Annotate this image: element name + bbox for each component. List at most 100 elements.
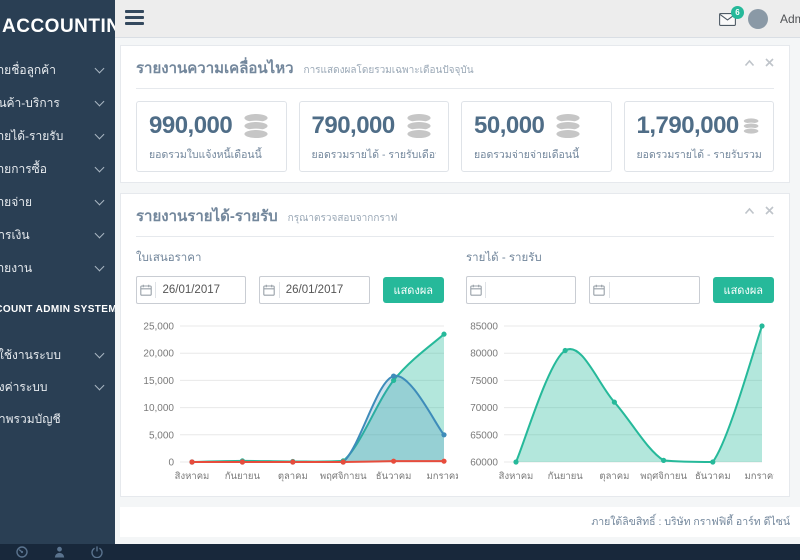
sidebar-item-customers[interactable]: รายชื่อลูกค้า bbox=[0, 52, 115, 85]
svg-text:พฤศจิกายน: พฤศจิกายน bbox=[640, 471, 687, 482]
close-icon[interactable] bbox=[765, 58, 774, 67]
sidebar-item-expenses[interactable]: รายจ่าย bbox=[0, 184, 115, 217]
stat-card-income-month: 790,000 ยอดรวมรายได้ - รายรับเดือนนี้ bbox=[298, 101, 449, 172]
sidebar-item-label: ผู้ใช้งานระบบ bbox=[0, 348, 61, 362]
copyright-text: ภายใต้ลิขสิทธิ์ : บริษัท กราฟฟิตี้ อาร์ท… bbox=[591, 516, 790, 528]
svg-text:ตุลาคม: ตุลาคม bbox=[278, 471, 308, 482]
income-show-button[interactable]: แสดงผล bbox=[712, 277, 775, 303]
sidebar-item-label: สินค้า-บริการ bbox=[0, 96, 60, 110]
svg-text:กันยายน: กันยายน bbox=[225, 471, 261, 482]
svg-text:80000: 80000 bbox=[470, 349, 498, 360]
quotation-show-button[interactable]: แสดงผล bbox=[382, 277, 445, 303]
sidebar-nav: รายชื่อลูกค้า สินค้า-บริการ รายได้-รายรั… bbox=[0, 52, 115, 283]
chevron-down-icon bbox=[94, 380, 105, 391]
stat-cards: 990,000 ยอดรวมใบแจ้งหนี้เดือนนี้ 790,000 bbox=[136, 101, 774, 172]
sidebar-item-products-services[interactable]: สินค้า-บริการ bbox=[0, 85, 115, 118]
svg-text:กันยายน: กันยายน bbox=[548, 471, 584, 482]
sidebar-item-system-settings[interactable]: ตั้งค่าระบบ bbox=[0, 369, 115, 401]
income-date-from[interactable] bbox=[466, 276, 577, 304]
sidebar-section-header: ACCOUNT ADMIN SYSTEM bbox=[0, 304, 115, 315]
app-logo[interactable]: ACCOUNTING bbox=[2, 16, 115, 37]
svg-text:ธันวาคม: ธันวาคม bbox=[695, 471, 731, 482]
dashboard-icon[interactable] bbox=[16, 546, 28, 558]
svg-text:75000: 75000 bbox=[470, 376, 498, 387]
income-date-from-input[interactable] bbox=[486, 284, 576, 296]
chevron-down-icon bbox=[94, 63, 105, 74]
quotation-date-from-input[interactable] bbox=[156, 284, 246, 296]
svg-text:พฤศจิกายน: พฤศจิกายน bbox=[320, 471, 367, 482]
svg-text:ตุลาคม: ตุลาคม bbox=[599, 471, 629, 482]
svg-text:70000: 70000 bbox=[470, 403, 498, 414]
quotation-chart: 0 5,000 10,000 15,000 20,000 25,000 สิงหาคม กัน… bbox=[143, 322, 458, 483]
svg-text:มกราคม: มกราคม bbox=[426, 471, 458, 482]
income-date-to[interactable] bbox=[589, 276, 700, 304]
database-icon bbox=[243, 112, 270, 140]
sidebar-item-label: รายจ่าย bbox=[0, 195, 33, 209]
power-icon[interactable] bbox=[91, 546, 103, 558]
sidebar-item-account-overview[interactable]: ภาพรวมบัญชี bbox=[0, 401, 115, 433]
messages-badge: 6 bbox=[730, 5, 744, 19]
svg-text:สิงหาคม: สิงหาคม bbox=[174, 471, 209, 482]
panel-subtitle: กรุณาตรวจสอบจากกราฟ bbox=[287, 213, 398, 224]
sidebar-nav-admin: ผู้ใช้งานระบบ ตั้งค่าระบบ ภาพรวมบัญชี bbox=[0, 337, 115, 433]
stat-card-income-total: 1,790,000 ยอดรวมรายได้ - รายรับรวมทั้งหม… bbox=[623, 101, 774, 172]
database-icon bbox=[742, 117, 760, 135]
chevron-down-icon bbox=[94, 129, 105, 140]
income-chart: 60000 65000 70000 75000 80000 85000 สิงหาคม กัน… bbox=[470, 322, 774, 483]
stat-card-invoices: 990,000 ยอดรวมใบแจ้งหนี้เดือนนี้ bbox=[136, 101, 287, 172]
quotation-filter: ใบเสนอราคา แสดงผล bbox=[136, 249, 445, 304]
topbar: 6 Admin bbox=[115, 0, 800, 38]
sidebar-item-reports[interactable]: รายงาน bbox=[0, 250, 115, 283]
calendar-icon bbox=[590, 282, 610, 298]
svg-text:ธันวาคม: ธันวาคม bbox=[376, 471, 412, 482]
movement-report-panel: รายงานความเคลื่อนไหว การแสดงผลโดยรวมเฉพา… bbox=[120, 45, 790, 183]
sidebar-item-system-users[interactable]: ผู้ใช้งานระบบ bbox=[0, 337, 115, 369]
sidebar-item-purchases[interactable]: รายการซื้อ bbox=[0, 151, 115, 184]
quotation-date-from[interactable] bbox=[136, 276, 247, 304]
quotation-date-to-input[interactable] bbox=[279, 284, 369, 296]
stat-label: ยอดรวมรายได้ - รายรับเดือนนี้ bbox=[311, 149, 437, 161]
user-icon[interactable] bbox=[54, 546, 65, 558]
messages-icon[interactable]: 6 bbox=[719, 5, 744, 26]
chevron-down-icon bbox=[94, 195, 105, 206]
income-filter-label: รายได้ - รายรับ bbox=[466, 252, 542, 264]
topbar-right: 6 Admin bbox=[719, 0, 800, 38]
svg-text:65000: 65000 bbox=[470, 430, 498, 441]
stat-value: 990,000 bbox=[149, 112, 233, 139]
sidebar-item-label: การเงิน bbox=[0, 228, 30, 242]
quotation-filter-label: ใบเสนอราคา bbox=[136, 252, 202, 264]
sidebar-item-finance[interactable]: การเงิน bbox=[0, 217, 115, 250]
chevron-down-icon bbox=[94, 162, 105, 173]
svg-text:สิงหาคม: สิงหาคม bbox=[498, 471, 533, 482]
stat-label: ยอดรวมรายได้ - รายรับรวมทั้งหมด bbox=[636, 149, 762, 161]
svg-text:25,000: 25,000 bbox=[143, 322, 174, 333]
svg-text:10,000: 10,000 bbox=[143, 403, 174, 414]
main-content: รายงานความเคลื่อนไหว การแสดงผลโดยรวมเฉพา… bbox=[115, 38, 800, 545]
sidebar-item-label: รายได้-รายรับ bbox=[0, 129, 64, 143]
svg-text:0: 0 bbox=[168, 458, 174, 469]
chevron-down-icon bbox=[94, 261, 105, 272]
calendar-icon bbox=[137, 282, 157, 298]
svg-text:มกราคม: มกราคม bbox=[744, 471, 774, 482]
username[interactable]: Admin bbox=[779, 12, 800, 26]
chevron-down-icon bbox=[94, 228, 105, 239]
sidebar-item-income[interactable]: รายได้-รายรับ bbox=[0, 118, 115, 151]
stat-value: 1,790,000 bbox=[636, 112, 740, 139]
database-icon bbox=[405, 112, 432, 140]
svg-text:15,000: 15,000 bbox=[143, 376, 174, 387]
sidebar-item-label: ภาพรวมบัญชี bbox=[0, 412, 61, 426]
avatar[interactable] bbox=[747, 9, 768, 29]
close-icon[interactable] bbox=[765, 206, 774, 215]
panel-title: รายงานรายได้-รายรับ bbox=[136, 208, 278, 225]
calendar-icon bbox=[260, 282, 280, 298]
quotation-date-to[interactable] bbox=[259, 276, 370, 304]
income-date-to-input[interactable] bbox=[609, 284, 699, 296]
collapse-icon[interactable] bbox=[744, 59, 755, 67]
panel-title: รายงานความเคลื่อนไหว bbox=[136, 60, 294, 77]
calendar-icon bbox=[467, 282, 487, 298]
menu-toggle-icon[interactable] bbox=[125, 10, 145, 28]
stat-card-expense-month: 50,000 ยอดรวมจ่ายจ่ายเดือนนี้ bbox=[461, 101, 612, 172]
sidebar-item-label: รายงาน bbox=[0, 261, 33, 275]
sidebar: ACCOUNTING รายชื่อลูกค้า สินค้า-บริการ ร… bbox=[0, 0, 115, 545]
collapse-icon[interactable] bbox=[744, 207, 755, 215]
